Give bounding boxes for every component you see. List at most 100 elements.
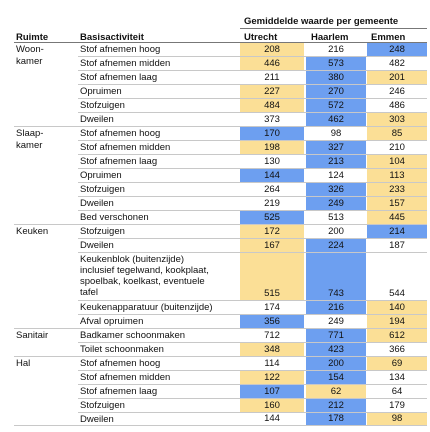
activity-label: Dweilen [80,414,114,425]
value-cell-haarlem: 178 [306,413,366,425]
value-text: 712 [264,330,280,341]
row-divider [78,112,427,113]
column-header-room: Ruimte [16,32,49,43]
column-header-haarlem: Haarlem [311,32,349,43]
value-cell-emmen: 140 [367,301,427,314]
value-cell-utrecht: 227 [240,85,304,98]
value-text: 327 [328,142,344,153]
value-text: 114 [264,358,280,369]
row-divider [78,140,427,141]
value-text: 98 [330,128,342,139]
value-text: 210 [389,142,405,153]
value-cell-haarlem: 423 [306,343,366,356]
value-cell-utrecht: 130 [240,155,304,168]
value-cell-utrecht: 348 [240,343,304,356]
value-cell-utrecht: 107 [240,385,304,398]
value-text: 104 [389,156,405,167]
value-text: 144 [264,170,280,181]
value-text: 200 [328,226,344,237]
group-title-rule [240,28,427,29]
activity-label: Stof afnemen midden [80,142,171,153]
value-text: 462 [328,114,344,125]
value-cell-utrecht: 211 [240,71,304,84]
value-text: 113 [389,170,405,181]
value-cell-utrecht: 167 [240,239,304,252]
row-divider [78,342,427,343]
value-cell-emmen: 179 [367,399,427,412]
activity-label: Opruimen [80,86,122,97]
value-text: 211 [264,72,280,83]
activity-label: Bed verschonen [80,212,149,223]
value-text: 264 [264,184,280,195]
value-text: 216 [328,44,344,55]
activity-label: Opruimen [80,170,122,181]
activity-label: Stof afnemen hoog [80,44,161,55]
value-text: 227 [264,86,280,97]
row-divider [78,84,427,85]
value-cell-emmen: 85 [367,127,427,140]
value-text: 213 [328,156,344,167]
value-cell-utrecht: 174 [240,301,304,314]
value-text: 212 [328,400,344,411]
value-text: 484 [264,100,280,111]
value-text: 216 [328,302,344,313]
row-divider [78,168,427,169]
value-cell-utrecht: 525 [240,211,304,224]
value-cell-emmen: 64 [367,385,427,398]
activity-label: Afval opruimen [80,316,144,327]
value-cell-utrecht: 373 [240,113,304,126]
value-cell-haarlem: 249 [306,197,366,210]
activity-label: Stof afnemen laag [80,386,158,397]
value-text: 62 [330,386,342,397]
value-cell-haarlem: 200 [306,357,366,370]
activity-label: Stof afnemen hoog [80,358,161,369]
value-text: 572 [328,100,344,111]
value-text: 200 [328,358,344,369]
value-cell-haarlem: 98 [306,127,366,140]
row-divider [78,252,427,253]
value-text: 134 [389,372,405,383]
value-cell-haarlem: 200 [306,225,366,238]
value-text: 248 [389,44,405,55]
value-text: 140 [389,302,405,313]
row-divider [78,182,427,183]
value-text: 486 [389,100,405,111]
value-cell-emmen: 113 [367,169,427,182]
row-divider [78,56,427,57]
value-cell-utrecht: 170 [240,127,304,140]
value-text: 373 [264,114,280,125]
value-cell-emmen: 210 [367,141,427,154]
value-text: 154 [328,372,344,383]
value-cell-emmen: 486 [367,99,427,112]
room-label: Woon- kamer [16,44,44,67]
row-divider [78,370,427,371]
value-cell-emmen: 248 [367,43,427,56]
value-cell-emmen: 612 [367,329,427,342]
activity-label: Stofzuigen [80,400,125,411]
value-text: 348 [264,344,280,355]
value-cell-emmen: 194 [367,315,427,328]
value-cell-haarlem: 771 [306,329,366,342]
activity-label: Keukenapparatuur (buitenzijde) [80,302,213,313]
value-text: 743 [328,288,344,299]
activity-label: Dweilen [80,114,114,125]
value-text: 208 [264,44,280,55]
value-cell-haarlem: 213 [306,155,366,168]
value-cell-emmen: 187 [367,239,427,252]
activity-label: Stof afnemen hoog [80,128,161,139]
row-divider [78,154,427,155]
row-divider [78,70,427,71]
row-divider [14,425,427,426]
row-divider [78,412,427,413]
value-text: 144 [264,413,280,424]
value-text: 124 [328,170,344,181]
value-cell-emmen: 366 [367,343,427,356]
value-text: 130 [264,156,280,167]
row-divider [78,238,427,239]
row-divider [14,126,427,127]
value-cell-haarlem: 62 [306,385,366,398]
activity-label: Stofzuigen [80,184,125,195]
activity-label: Stofzuigen [80,100,125,111]
value-cell-haarlem: 380 [306,71,366,84]
value-text: 544 [389,288,405,299]
